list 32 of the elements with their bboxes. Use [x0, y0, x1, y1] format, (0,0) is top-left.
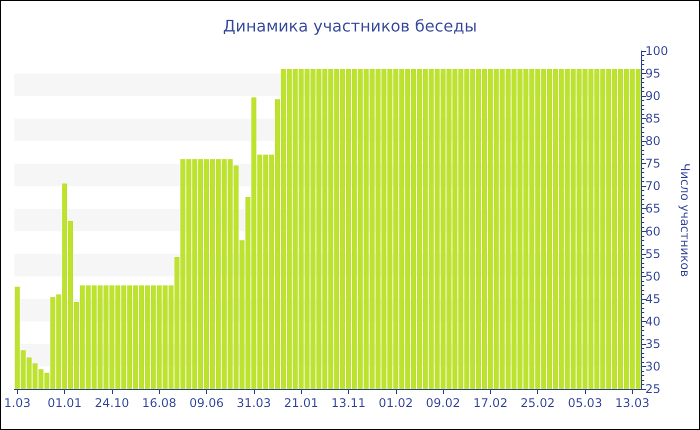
x-tick-label: 16.08: [142, 396, 176, 410]
y-tick-label: 80: [645, 134, 660, 148]
x-tick-label: 01.02: [378, 396, 413, 410]
x-tick-label: 1.03: [4, 396, 31, 410]
x-tick-label: 24.10: [94, 396, 130, 410]
y-tick-label: 95: [645, 66, 660, 81]
x-tick-label: 09.02: [426, 396, 460, 410]
y-tick-label: 65: [645, 202, 660, 216]
x-tick-label: 09.06: [189, 396, 224, 410]
x-tick-label: 05.03: [568, 396, 602, 410]
y-tick-label: 85: [645, 112, 660, 126]
x-tick-label: 17.02: [473, 396, 508, 410]
chart-title: Динамика участников беседы: [223, 16, 477, 36]
y-tick-label: 30: [645, 359, 660, 374]
x-tick-label: 21.01: [284, 396, 318, 410]
y-tick-label: 35: [645, 336, 660, 351]
y-tick-label: 90: [645, 89, 660, 104]
y-tick-label: 55: [645, 246, 660, 261]
x-tick-label: 13.03: [615, 396, 650, 410]
y-tick-label: 50: [645, 269, 660, 284]
y-tick-label: 25: [645, 382, 660, 396]
y-axis-title: Число участников: [678, 163, 692, 277]
y-tick-label: 100: [645, 44, 668, 58]
y-tick-label: 40: [645, 314, 660, 328]
x-tick-label: 25.02: [520, 396, 555, 410]
y-tick-label: 70: [645, 179, 660, 194]
y-tick-label: 45: [645, 292, 660, 306]
x-tick-label: 01.01: [47, 396, 82, 410]
x-tick-label: 13.11: [331, 396, 366, 410]
x-tick-label: 31.03: [236, 396, 272, 410]
y-tick-label: 75: [645, 156, 660, 171]
y-tick-label: 60: [645, 224, 660, 238]
